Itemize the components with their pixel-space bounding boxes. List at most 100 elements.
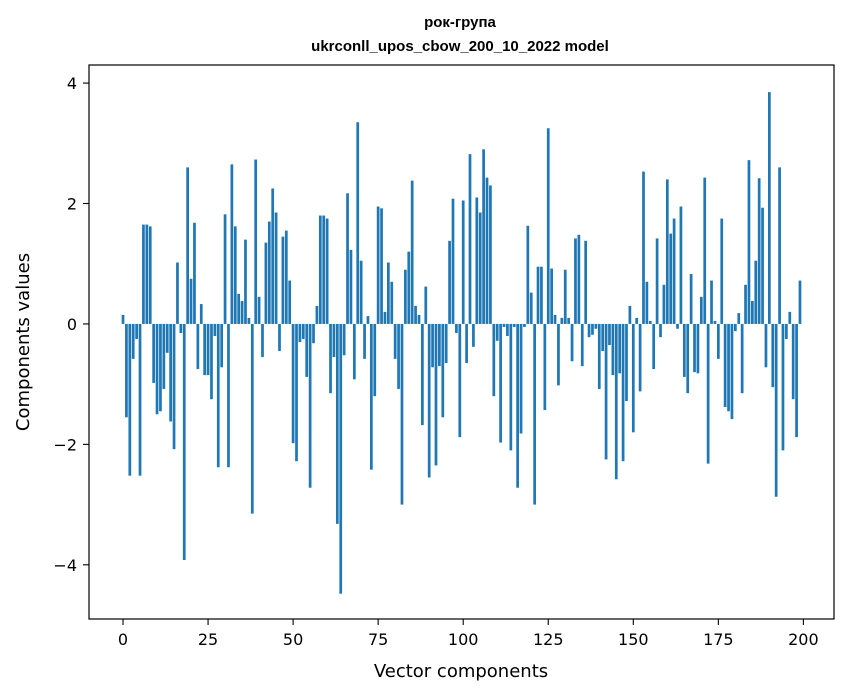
- bar-component-190: [768, 92, 771, 324]
- bar-component-115: [512, 323, 516, 327]
- bar-component-119: [526, 225, 530, 324]
- bar-component-171: [703, 177, 707, 324]
- plot-frame: [88, 64, 835, 620]
- bar-component-68: [352, 323, 356, 380]
- bar-component-88: [421, 323, 424, 426]
- bar-component-145: [614, 323, 618, 480]
- bar-component-131: [567, 317, 571, 324]
- bar-component-59: [322, 215, 326, 324]
- bar-component-156: [652, 323, 656, 370]
- bar-component-65: [342, 323, 346, 356]
- bar-component-113: [506, 323, 509, 336]
- bar-component-94: [441, 323, 445, 418]
- bar-component-5: [138, 323, 142, 476]
- bar-component-187: [757, 178, 761, 324]
- x-axis-label: Vector components: [374, 661, 548, 682]
- bar-component-124: [543, 323, 547, 411]
- bar-component-92: [434, 323, 438, 466]
- bar-component-89: [424, 286, 428, 324]
- bar-component-41: [261, 323, 264, 358]
- bar-component-3: [131, 323, 135, 359]
- bar-component-25: [206, 323, 210, 376]
- bar-component-109: [492, 323, 496, 397]
- y-tick-label: −4: [53, 556, 77, 575]
- bar-component-196: [788, 311, 792, 324]
- bar-component-93: [438, 323, 441, 367]
- y-axis: −4 −2 0 2 4: [53, 74, 89, 575]
- bar-component-36: [244, 239, 247, 324]
- x-tick-label: 25: [198, 630, 218, 649]
- bar-component-71: [363, 323, 366, 359]
- bar-component-104: [475, 197, 479, 324]
- bar-component-55: [308, 323, 312, 488]
- bar-component-102: [468, 154, 472, 324]
- bar-component-19: [186, 167, 190, 324]
- bar-component-67: [349, 249, 353, 324]
- bar-component-33: [233, 226, 237, 324]
- bar-component-61: [329, 323, 332, 394]
- bar-component-47: [281, 236, 285, 324]
- bar-component-176: [720, 218, 724, 324]
- bar-component-30: [223, 214, 227, 324]
- bar-component-43: [267, 221, 271, 324]
- bar-component-174: [713, 320, 717, 324]
- bar-component-136: [584, 240, 588, 324]
- bar-component-84: [407, 251, 411, 324]
- bar-component-49: [288, 280, 292, 324]
- bar-component-6: [142, 224, 145, 324]
- bar-component-48: [284, 230, 288, 324]
- x-tick-label: 50: [283, 630, 303, 649]
- bar-component-110: [495, 323, 499, 341]
- y-tick-label: −2: [53, 435, 77, 454]
- bar-component-122: [536, 266, 540, 324]
- bar-component-62: [332, 323, 336, 358]
- bar-component-153: [642, 171, 645, 324]
- bar-component-15: [172, 323, 176, 450]
- bar-component-29: [220, 323, 224, 368]
- bar-component-150: [631, 323, 635, 433]
- bar-component-118: [523, 323, 526, 327]
- bar-component-138: [591, 323, 594, 335]
- bar-component-184: [747, 160, 751, 324]
- bar-component-127: [553, 314, 557, 324]
- bar-component-114: [509, 323, 513, 451]
- bar-component-133: [574, 238, 577, 324]
- bar-component-1: [125, 323, 128, 418]
- x-axis: 0 25 50 75 100 125 150 175 200: [118, 619, 819, 649]
- bar-component-37: [247, 317, 251, 324]
- bar-component-167: [689, 273, 693, 324]
- bar-component-198: [795, 323, 798, 438]
- chart-subtitle: ukrconll_upos_cbow_200_10_2022 model: [311, 38, 609, 55]
- bar-component-72: [366, 316, 370, 324]
- bar-component-146: [618, 323, 622, 374]
- bar-component-27: [213, 323, 217, 336]
- bar-component-22: [196, 323, 200, 370]
- bar-component-163: [676, 323, 679, 329]
- bar-component-35: [240, 301, 244, 324]
- bar-component-4: [135, 323, 138, 339]
- bar-component-148: [625, 323, 628, 402]
- bar-component-97: [451, 198, 455, 324]
- y-tick-label: 2: [67, 195, 77, 214]
- bar-component-170: [699, 296, 703, 324]
- bar-component-142: [604, 323, 608, 460]
- bar-component-106: [482, 149, 485, 324]
- bar-component-73: [369, 323, 373, 470]
- bar-component-112: [502, 323, 506, 327]
- bar-component-57: [315, 305, 319, 324]
- bar-component-70: [359, 260, 363, 324]
- y-tick-label: 0: [67, 315, 77, 334]
- bar-component-189: [764, 323, 768, 368]
- bar-component-23: [199, 304, 203, 324]
- bar-component-78: [387, 262, 390, 324]
- bar-component-141: [601, 323, 605, 352]
- bar-component-160: [665, 179, 669, 324]
- bar-component-177: [723, 323, 727, 408]
- bar-component-46: [278, 323, 281, 352]
- bar-component-126: [550, 268, 554, 324]
- chart-title: рок-група: [424, 14, 496, 31]
- bar-component-76: [380, 208, 383, 324]
- x-tick-label: 125: [533, 630, 564, 649]
- bar-component-123: [540, 266, 543, 324]
- bar-component-192: [774, 323, 778, 497]
